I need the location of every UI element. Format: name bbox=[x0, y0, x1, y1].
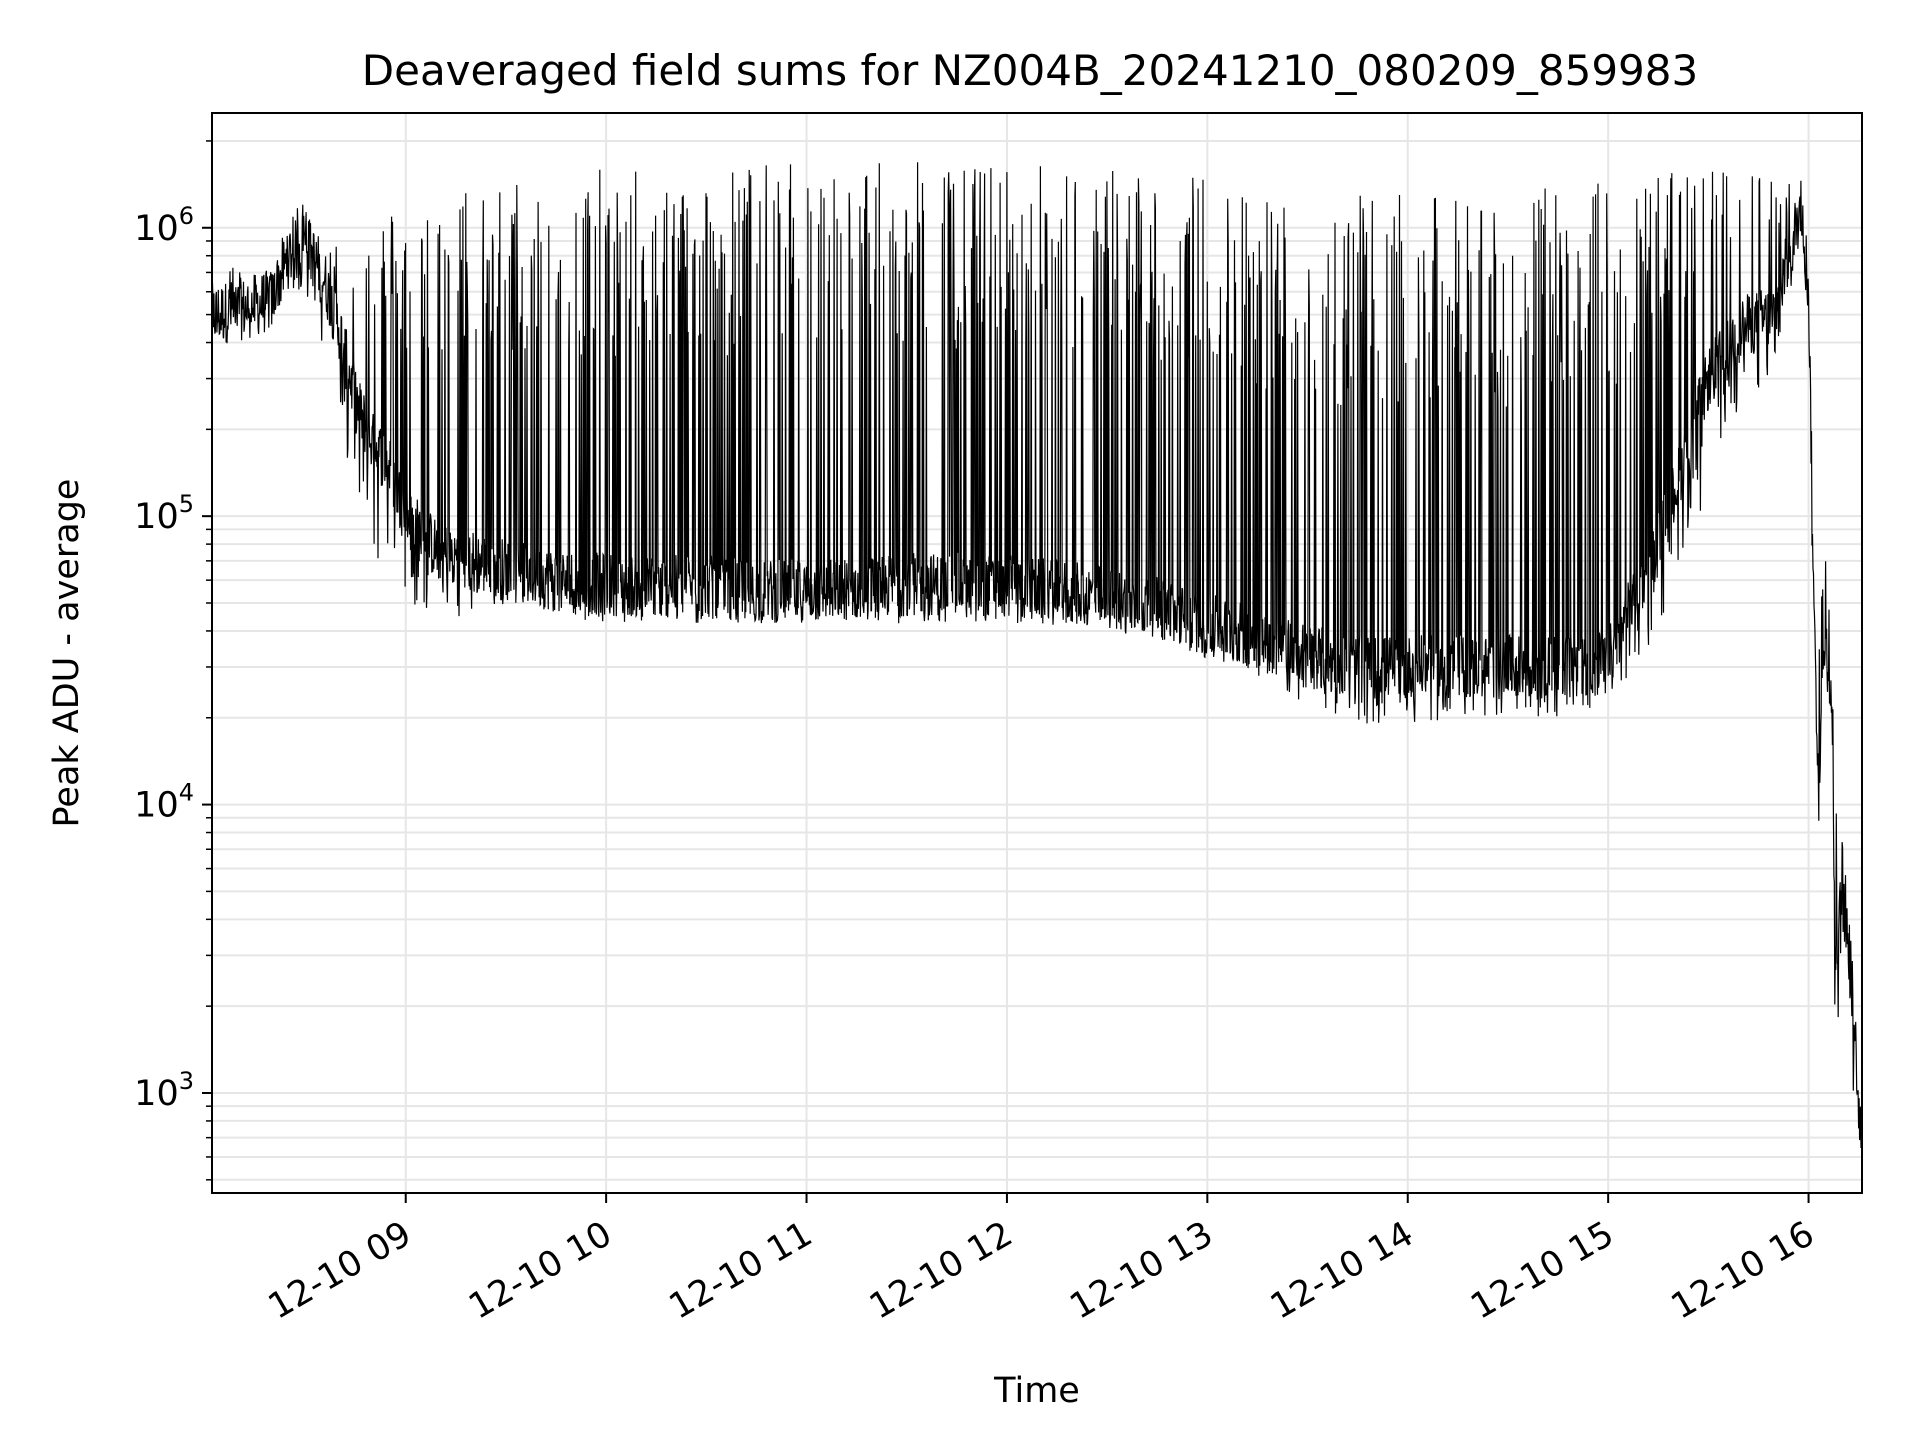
series-line bbox=[211, 162, 1863, 1156]
y-tick-label: 104 bbox=[134, 779, 194, 826]
x-tick-label: 12-10 13 bbox=[1064, 1214, 1220, 1327]
x-axis-label: Time bbox=[993, 1371, 1080, 1411]
x-tick-label: 12-10 11 bbox=[663, 1214, 819, 1327]
y-axis: 103 104 105 106 bbox=[134, 140, 212, 1181]
x-tick-label: 12-10 16 bbox=[1665, 1214, 1821, 1327]
x-tick-label: 12-10 10 bbox=[462, 1214, 618, 1327]
plot-frame bbox=[211, 112, 1863, 1194]
x-axis: 12-10 09 12-10 10 12-10 11 12-10 12 12-10 13… bbox=[262, 1193, 1821, 1327]
chart-title: Deaveraged field sums for NZ004B_2024121… bbox=[362, 46, 1698, 95]
y-tick-label: 106 bbox=[134, 202, 194, 249]
grid bbox=[212, 113, 1862, 1193]
x-tick-label: 12-10 12 bbox=[863, 1214, 1019, 1327]
x-tick-label: 12-10 14 bbox=[1264, 1214, 1420, 1327]
series-layer bbox=[211, 162, 1863, 1156]
y-tick-label: 105 bbox=[134, 490, 194, 537]
x-tick-label: 12-10 15 bbox=[1464, 1214, 1620, 1327]
x-tick-label: 12-10 09 bbox=[262, 1214, 418, 1327]
y-tick-label: 103 bbox=[134, 1067, 194, 1114]
y-axis-label: Peak ADU - average bbox=[47, 479, 87, 828]
